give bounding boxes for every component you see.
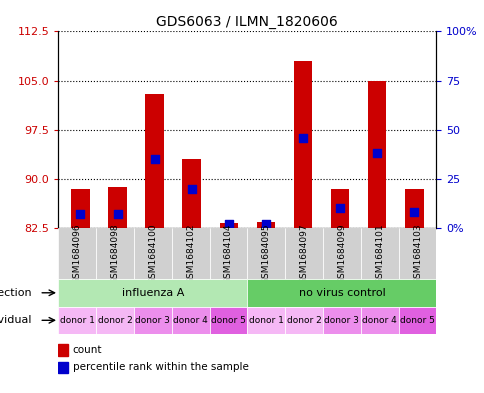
FancyBboxPatch shape [247,228,285,279]
FancyBboxPatch shape [209,307,247,334]
Bar [404,189,423,228]
Text: GSM1684097: GSM1684097 [299,223,308,284]
Bar [182,159,200,228]
Bar [108,187,126,228]
Bar [145,94,164,228]
FancyBboxPatch shape [134,228,171,279]
FancyBboxPatch shape [209,228,247,279]
Point [151,156,158,162]
Text: individual: individual [0,315,31,325]
Bar [293,61,312,228]
FancyBboxPatch shape [58,279,247,307]
FancyBboxPatch shape [322,307,360,334]
Point [76,211,84,217]
FancyBboxPatch shape [171,228,209,279]
Point [225,221,232,227]
Point [187,185,195,192]
Text: influenza A: influenza A [121,288,183,298]
FancyBboxPatch shape [360,228,398,279]
FancyBboxPatch shape [58,307,96,334]
Bar [58,362,68,373]
Text: donor 5: donor 5 [211,316,245,325]
Text: donor 5: donor 5 [399,316,434,325]
Bar [58,344,68,356]
Point [335,205,343,211]
Text: GSM1684098: GSM1684098 [110,223,119,284]
FancyBboxPatch shape [398,228,436,279]
Text: GSM1684102: GSM1684102 [186,223,195,284]
Text: donor 1: donor 1 [248,316,283,325]
Text: donor 2: donor 2 [286,316,321,325]
FancyBboxPatch shape [247,279,436,307]
Text: GSM1684100: GSM1684100 [148,223,157,284]
Title: GDS6063 / ILMN_1820606: GDS6063 / ILMN_1820606 [156,15,337,29]
FancyBboxPatch shape [285,307,322,334]
Text: donor 3: donor 3 [135,316,170,325]
FancyBboxPatch shape [96,307,134,334]
Text: GSM1684096: GSM1684096 [73,223,81,284]
FancyBboxPatch shape [96,228,134,279]
Text: donor 1: donor 1 [60,316,94,325]
Text: donor 4: donor 4 [362,316,396,325]
Bar [71,189,90,228]
Point [299,134,306,141]
FancyBboxPatch shape [247,307,285,334]
Text: donor 3: donor 3 [324,316,359,325]
Point [373,150,380,156]
FancyBboxPatch shape [134,307,171,334]
Text: GSM1684104: GSM1684104 [224,223,232,284]
FancyBboxPatch shape [171,307,209,334]
Point [409,209,417,215]
Bar [367,81,386,228]
Text: percentile rank within the sample: percentile rank within the sample [73,362,248,373]
FancyBboxPatch shape [360,307,398,334]
Point [113,211,121,217]
FancyBboxPatch shape [398,307,436,334]
Text: no virus control: no virus control [298,288,384,298]
Text: GSM1684103: GSM1684103 [412,223,421,284]
Text: donor 2: donor 2 [97,316,132,325]
Point [261,221,269,227]
Bar [330,189,348,228]
Text: infection: infection [0,288,31,298]
FancyBboxPatch shape [58,228,96,279]
Text: donor 4: donor 4 [173,316,208,325]
FancyBboxPatch shape [285,228,322,279]
Text: count: count [73,345,102,355]
Text: GSM1684095: GSM1684095 [261,223,270,284]
Bar [219,223,238,228]
Text: GSM1684101: GSM1684101 [375,223,383,284]
Text: GSM1684099: GSM1684099 [337,223,346,284]
FancyBboxPatch shape [322,228,360,279]
Bar [256,222,274,228]
